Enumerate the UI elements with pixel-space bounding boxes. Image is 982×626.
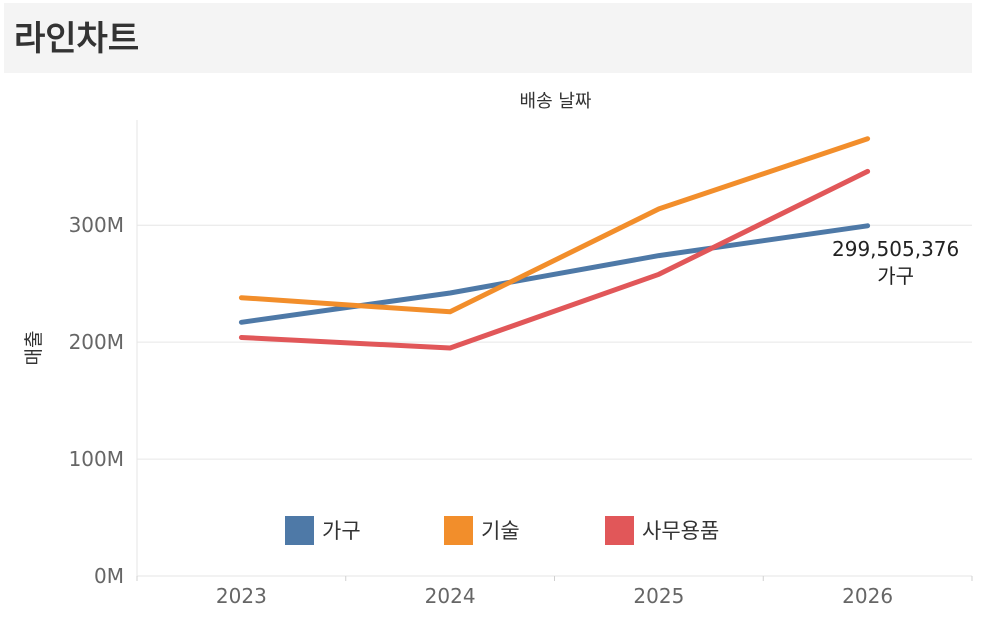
x-tick-label: 2025 <box>633 584 684 608</box>
x-tick-label: 2024 <box>425 584 476 608</box>
title-bar: 라인차트 <box>4 3 972 73</box>
grid-layer <box>137 224 972 460</box>
y-tick-label: 100M <box>69 447 124 471</box>
series-line-2 <box>238 168 871 351</box>
annotation-layer: 299,505,376 가구 <box>832 237 959 288</box>
y-tick-label: 0M <box>94 564 124 588</box>
x-axis-title: 배송 날짜 <box>520 91 592 112</box>
legend-swatch <box>444 516 473 545</box>
series-layer <box>238 136 871 351</box>
x-tick-label: 2023 <box>216 584 267 608</box>
legend: 가구 기술 사무용품 <box>285 516 719 545</box>
annotation-value-label: 299,505,376 <box>832 237 959 261</box>
legend-item: 기술 <box>444 516 520 545</box>
legend-label: 사무용품 <box>642 519 719 543</box>
annotation-series-label: 가구 <box>877 264 914 288</box>
series-line-1 <box>238 136 871 315</box>
y-axis-title: 매출 <box>23 331 45 366</box>
legend-item: 사무용품 <box>605 516 719 545</box>
legend-label: 가구 <box>322 519 361 543</box>
y-tick-label: 300M <box>69 213 124 237</box>
legend-swatch <box>285 516 314 545</box>
legend-item: 가구 <box>285 516 361 545</box>
legend-label: 기술 <box>481 519 520 543</box>
y-tick-label: 200M <box>69 330 124 354</box>
x-tick-label: 2026 <box>842 584 893 608</box>
legend-swatch <box>605 516 634 545</box>
series-line-0 <box>238 223 871 325</box>
page-title: 라인차트 <box>14 19 140 59</box>
